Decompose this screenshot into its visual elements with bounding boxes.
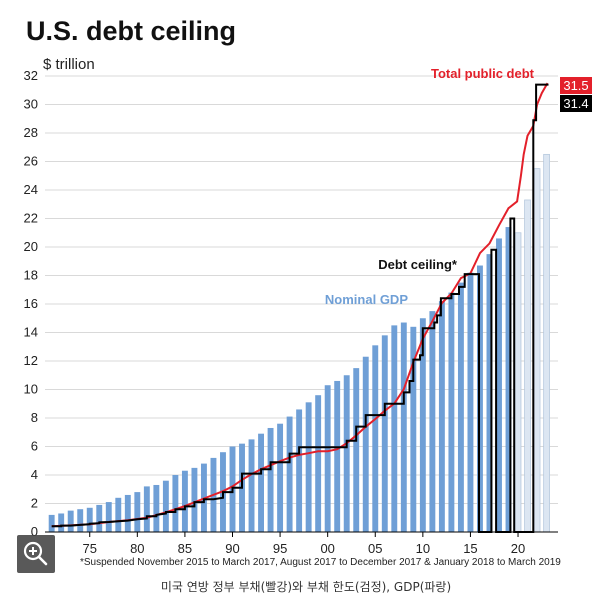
gdp-bar bbox=[533, 168, 541, 533]
gdp-bar bbox=[67, 510, 74, 532]
gridlines bbox=[45, 75, 558, 504]
public-debt-end-badge: 31.5 bbox=[560, 77, 592, 94]
y-tick-label: 32 bbox=[24, 68, 38, 83]
gdp-bar bbox=[524, 199, 531, 533]
gdp-bar bbox=[86, 507, 93, 532]
gdp-bar bbox=[486, 254, 493, 532]
y-tick-label: 14 bbox=[24, 325, 38, 340]
y-axis-unit-label: $ trillion bbox=[43, 56, 95, 73]
gdp-bar bbox=[115, 497, 122, 532]
gdp-bar bbox=[162, 480, 169, 532]
y-tick-label: 0 bbox=[31, 524, 38, 539]
image-caption: 미국 연방 정부 부채(빨강)와 부채 한도(검정), GDP(파랑) bbox=[160, 580, 452, 594]
gdp-bar bbox=[305, 402, 312, 532]
debt-ceiling-end-badge-box bbox=[560, 95, 592, 112]
gdp-bar bbox=[343, 375, 350, 532]
gdp-bar bbox=[410, 326, 417, 532]
x-tick-label: 00 bbox=[320, 541, 334, 556]
x-tick-label: 10 bbox=[416, 541, 430, 556]
y-tick-label: 24 bbox=[24, 182, 38, 197]
gdp-bar bbox=[134, 492, 141, 532]
gdp-bar bbox=[48, 514, 55, 532]
gdp-bar bbox=[334, 380, 341, 532]
gdp-bar bbox=[448, 292, 455, 532]
public-debt-label: Total public debt bbox=[431, 66, 535, 81]
series-labels: Total public debt Debt ceiling* Nominal GD… bbox=[325, 66, 592, 307]
gdp-bar bbox=[381, 335, 388, 532]
x-tick-label: 95 bbox=[273, 541, 287, 556]
gdp-bar bbox=[143, 486, 150, 532]
gdp-bar bbox=[296, 409, 303, 532]
gdp-bar bbox=[191, 467, 198, 532]
x-tick-label: 20 bbox=[511, 541, 525, 556]
gdp-bar bbox=[277, 423, 284, 532]
gdp-bar bbox=[258, 433, 265, 532]
zoom-button[interactable] bbox=[17, 535, 55, 573]
gdp-bar bbox=[324, 385, 331, 532]
y-tick-label: 18 bbox=[24, 268, 38, 283]
debt-ceiling-end-badge-value: 31.4 bbox=[563, 96, 588, 111]
y-tick-label: 26 bbox=[24, 154, 38, 169]
gdp-bar bbox=[172, 475, 179, 532]
gdp-bar bbox=[96, 504, 103, 532]
nominal-gdp-label: Nominal GDP bbox=[325, 292, 408, 307]
gdp-bar bbox=[105, 502, 112, 532]
gdp-bar bbox=[267, 427, 274, 532]
gdp-bar bbox=[153, 484, 160, 532]
x-tick-label: 80 bbox=[130, 541, 144, 556]
gdp-bar bbox=[124, 494, 131, 532]
public-debt-end-badge-value: 31.5 bbox=[563, 78, 588, 93]
gdp-bar bbox=[514, 232, 522, 533]
y-tick-label: 8 bbox=[31, 410, 38, 425]
x-axis-ticks: 75 80 85 90 95 00 05 10 15 20 bbox=[82, 532, 525, 556]
gdp-bar bbox=[353, 368, 360, 532]
gdp-bar bbox=[181, 470, 188, 532]
y-tick-label: 22 bbox=[24, 211, 38, 226]
public-debt-line bbox=[51, 82, 549, 528]
gdp-bar bbox=[362, 356, 369, 532]
y-tick-label: 20 bbox=[24, 239, 38, 254]
y-tick-label: 30 bbox=[24, 97, 38, 112]
zoom-in-icon bbox=[23, 541, 48, 566]
y-tick-label: 2 bbox=[31, 496, 38, 511]
debt-ceiling-end-badge: 31.4 bbox=[560, 95, 592, 112]
y-tick-label: 12 bbox=[24, 353, 38, 368]
gdp-bar bbox=[315, 395, 322, 532]
gdp-bar bbox=[438, 301, 445, 532]
gdp-bar bbox=[496, 238, 502, 532]
x-tick-label: 90 bbox=[225, 541, 239, 556]
gdp-bar bbox=[457, 282, 464, 532]
gdp-bar bbox=[391, 325, 398, 532]
gdp-bar bbox=[400, 322, 407, 532]
chart-title: U.S. debt ceiling bbox=[26, 16, 236, 46]
gdp-bar bbox=[429, 311, 436, 532]
y-tick-label: 28 bbox=[24, 125, 38, 140]
gdp-bar bbox=[286, 416, 293, 532]
gdp-bar bbox=[248, 439, 255, 532]
x-tick-label: 15 bbox=[463, 541, 477, 556]
gdp-bar bbox=[505, 227, 512, 533]
gdp-bar bbox=[77, 509, 84, 532]
gdp-bar bbox=[543, 153, 550, 533]
gdp-bar bbox=[58, 513, 65, 532]
gdp-bar bbox=[372, 345, 379, 532]
public-debt-end-badge-box bbox=[560, 77, 592, 94]
debt-ceiling-label: Debt ceiling* bbox=[378, 257, 458, 272]
x-tick-label: 75 bbox=[82, 541, 96, 556]
gdp-bar bbox=[419, 318, 426, 532]
debt-ceiling-chart: U.S. debt ceiling $ trillion 02468101214… bbox=[24, 16, 592, 568]
footnote: *Suspended November 2015 to March 2017, … bbox=[80, 557, 561, 568]
x-tick-label: 05 bbox=[368, 541, 382, 556]
gdp-bar bbox=[467, 272, 474, 532]
y-tick-label: 10 bbox=[24, 382, 38, 397]
y-tick-label: 16 bbox=[24, 296, 38, 311]
y-tick-label: 4 bbox=[31, 467, 38, 482]
y-tick-label: 6 bbox=[31, 439, 38, 454]
debt-ceiling-line bbox=[51, 83, 549, 533]
x-tick-label: 85 bbox=[178, 541, 192, 556]
